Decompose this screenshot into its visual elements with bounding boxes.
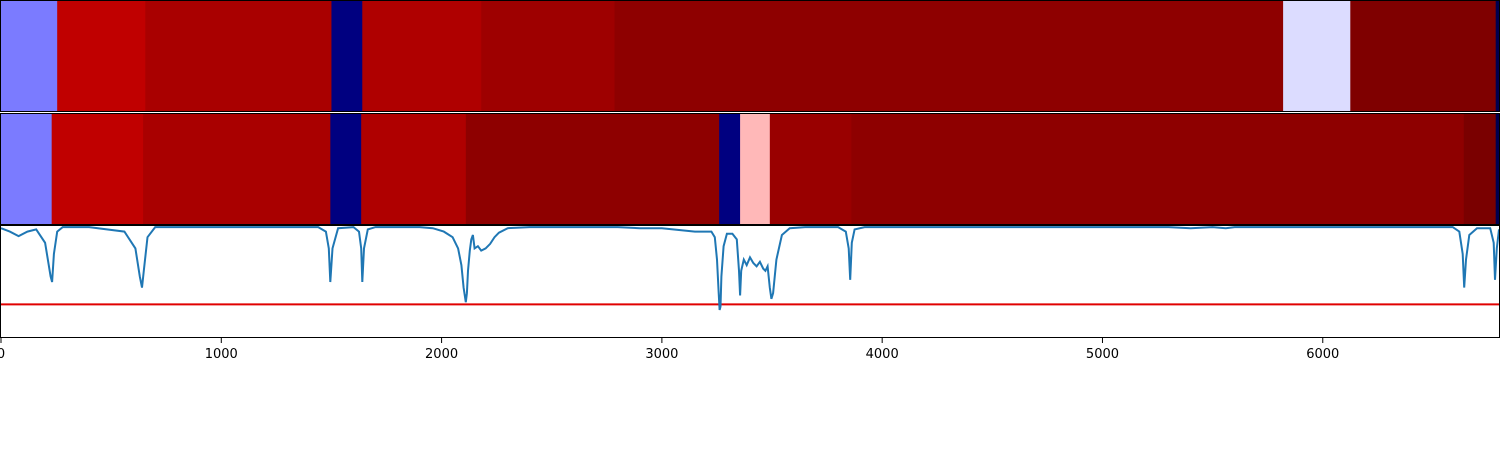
series-line (0, 226, 1500, 311)
x-axis: 0 1000 2000 3000 4000 5000 6000 (0, 338, 1339, 362)
heatmap-segment-0-4 (362, 1, 482, 112)
x-tick-label-5: 5000 (1086, 347, 1119, 362)
heatmap-segment-0-9 (1495, 1, 1500, 112)
x-tick-label-0: 0 (0, 347, 5, 362)
x-tick-label-3: 3000 (645, 347, 678, 362)
heatmap-segment-0-6 (614, 1, 1284, 112)
heatmap-segment-1-0 (1, 114, 53, 225)
heatmap-track-bottom (1, 114, 1500, 225)
line-panel (0, 226, 1500, 311)
heatmap-segment-0-5 (481, 1, 616, 112)
x-tick-label-6: 6000 (1306, 347, 1339, 362)
heatmap-segment-1-9 (851, 114, 1465, 225)
heatmap-segment-1-3 (330, 114, 362, 225)
heatmap-segment-0-3 (331, 1, 363, 112)
heatmap-track-top (1, 1, 1500, 112)
heatmap-segment-0-1 (57, 1, 146, 112)
heatmap-segment-1-4 (361, 114, 467, 225)
heatmap-segment-0-0 (1, 1, 58, 112)
heatmap-segment-1-2 (143, 114, 331, 225)
x-tick-label-2: 2000 (425, 347, 458, 362)
heatmap-segment-0-2 (145, 1, 333, 112)
heatmap-segment-0-7 (1283, 1, 1351, 112)
heatmap-segment-1-11 (1495, 114, 1500, 225)
heatmap-segment-1-1 (51, 114, 144, 225)
heatmap-segment-1-8 (769, 114, 852, 225)
heatmap-segment-1-6 (719, 114, 741, 225)
frame-line-panel (0, 225, 1500, 338)
heatmap-segment-1-5 (465, 114, 720, 225)
heatmap-segment-1-7 (740, 114, 771, 225)
heatmap-segment-0-8 (1350, 1, 1497, 112)
heatmap-segment-1-10 (1463, 114, 1497, 225)
x-tick-label-4: 4000 (866, 347, 899, 362)
x-tick-label-1: 1000 (205, 347, 238, 362)
